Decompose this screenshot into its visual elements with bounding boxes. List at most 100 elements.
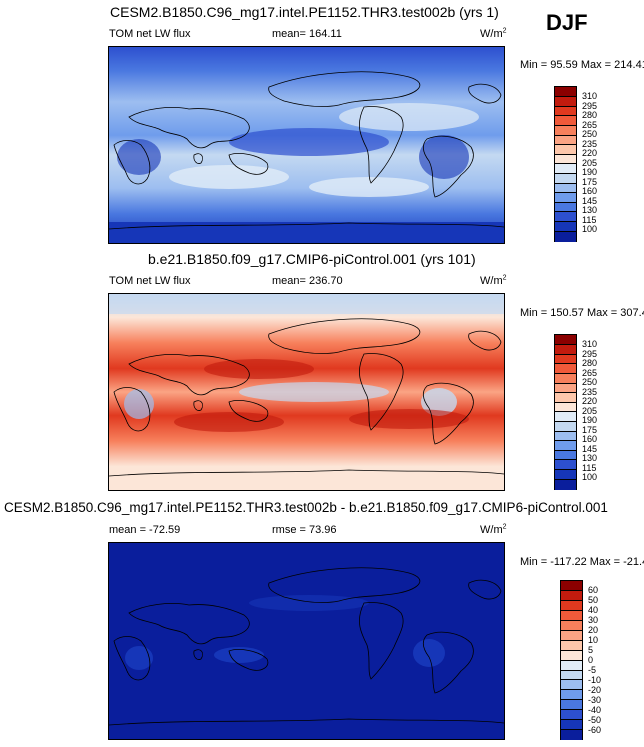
colorbar-tick-label: 205 xyxy=(582,157,598,168)
colorbar-tick-label: 160 xyxy=(582,434,598,444)
colorbar-tick-label: 310 xyxy=(582,339,598,349)
colorbar-tick-label: 190 xyxy=(582,167,598,177)
panel2-colorbar-swatch xyxy=(555,345,576,355)
colorbar-tick-label: -5 xyxy=(588,665,597,675)
panel2-colorbar-swatch xyxy=(555,441,576,451)
colorbar-tick-label: 115 xyxy=(582,462,597,473)
panel1-mean: mean= 164.11 xyxy=(272,28,342,40)
colorbar-tick-label: 30 xyxy=(588,615,599,625)
panel1-colorbar-swatch xyxy=(555,222,576,232)
colorbar-tick-label: -50 xyxy=(588,715,602,725)
panel1-title: CESM2.B1850.C96_mg17.intel.PE1152.THR3.t… xyxy=(110,4,499,20)
panel1-colorbar-swatch xyxy=(555,126,576,136)
panel2-colorbar xyxy=(554,334,577,490)
colorbar-tick-label: 50 xyxy=(588,595,599,605)
panel1-map xyxy=(108,46,505,244)
panel1-colorbar-swatch xyxy=(555,97,576,107)
colorbar-tick-label: 250 xyxy=(582,129,598,139)
panel1-colorbar-swatch xyxy=(555,174,576,184)
panel2-title: b.e21.B1850.f09_g17.CMIP6-piControl.001 … xyxy=(148,251,476,267)
colorbar-tick-label: -60 xyxy=(588,725,602,735)
colorbar-tick-label: 160 xyxy=(582,186,598,196)
panel2-map xyxy=(108,293,505,491)
panel1-colorbar-swatch xyxy=(555,106,576,117)
panel1-colorbar-swatch xyxy=(555,202,576,213)
panel3-units: W/m2 xyxy=(480,523,507,536)
panel1-units: W/m2 xyxy=(480,27,507,40)
panel3-colorbar-swatch xyxy=(561,680,582,691)
panel1-colorbar-swatch xyxy=(555,116,576,127)
panel1-colorbar-swatch xyxy=(555,193,576,203)
panel3-colorbar-swatch xyxy=(561,650,582,661)
colorbar-tick-label: 295 xyxy=(582,100,598,111)
panel3-colorbar-swatch xyxy=(561,729,582,741)
season-label: DJF xyxy=(546,10,588,35)
colorbar-tick-label: 235 xyxy=(582,138,598,149)
panel1-colorbar-swatch xyxy=(555,87,576,98)
panel3-title: CESM2.B1850.C96_mg17.intel.PE1152.THR3.t… xyxy=(4,500,608,515)
panel3-colorbar-swatch xyxy=(561,700,582,711)
panel3-colorbar-swatch xyxy=(561,601,582,612)
colorbar-tick-label: 130 xyxy=(582,453,598,463)
colorbar-tick-label: 100 xyxy=(582,224,598,234)
colorbar-tick-label: 280 xyxy=(582,358,598,368)
colorbar-tick-label: 5 xyxy=(588,645,594,655)
panel3-colorbar-swatch xyxy=(561,719,582,730)
panel3-colorbar-swatch xyxy=(561,621,582,631)
panel2-colorbar-swatch xyxy=(555,393,576,403)
panel2-colorbar-swatch xyxy=(555,470,576,480)
colorbar-tick-label: -10 xyxy=(588,675,602,685)
panel3-colorbar xyxy=(560,580,583,741)
panel3-minmax: Min = -117.22 Max = -21.40 xyxy=(520,556,644,568)
panel1-colorbar-swatch xyxy=(555,164,576,175)
panel3-mean: mean = -72.59 xyxy=(109,524,181,536)
colorbar-tick-label: 0 xyxy=(588,655,594,665)
panel2-colorbar-swatch xyxy=(555,335,576,346)
panel3-rmse: rmse = 73.96 xyxy=(272,524,337,536)
colorbar-tick-label: 100 xyxy=(582,472,598,482)
panel1-colorbar-swatch xyxy=(555,135,576,146)
colorbar-tick-label: 220 xyxy=(582,396,598,406)
colorbar-tick-label: -20 xyxy=(588,685,602,695)
panel2-colorbar-swatch xyxy=(555,374,576,384)
panel2-mean: mean= 236.70 xyxy=(272,275,343,287)
panel3-colorbar-swatch xyxy=(561,660,582,671)
panel1-colorbar-swatch xyxy=(555,212,576,223)
colorbar-tick-label: 145 xyxy=(582,443,598,454)
colorbar-tick-label: -40 xyxy=(588,705,602,715)
colorbar-tick-label: 190 xyxy=(582,415,598,425)
colorbar-tick-label: 175 xyxy=(582,424,598,435)
colorbar-tick-label: -30 xyxy=(588,695,602,705)
panel3-colorbar-swatch xyxy=(561,670,582,681)
colorbar-tick-label: 40 xyxy=(588,605,599,615)
colorbar-tick-label: 235 xyxy=(582,386,598,397)
colorbar-tick-label: 220 xyxy=(582,148,598,158)
panel1-colorbar-swatch xyxy=(555,183,576,194)
panel2-colorbar-swatch xyxy=(555,460,576,471)
colorbar-tick-label: 130 xyxy=(582,205,598,215)
panel3-colorbar-swatch xyxy=(561,591,582,602)
colorbar-tick-label: 310 xyxy=(582,91,598,101)
panel2-colorbar-swatch xyxy=(555,364,576,375)
panel1-colorbar-swatch xyxy=(555,145,576,155)
panel1-colorbar-swatch xyxy=(555,154,576,165)
panel2-colorbar-swatch xyxy=(555,412,576,423)
panel3-colorbar-swatch xyxy=(561,710,582,720)
colorbar-tick-label: 60 xyxy=(588,585,599,595)
panel2-units: W/m2 xyxy=(480,274,507,287)
panel1-variable: TOM net LW flux xyxy=(109,28,191,40)
panel2-colorbar-swatch xyxy=(555,422,576,432)
colorbar-tick-label: 10 xyxy=(588,635,599,645)
colorbar-tick-label: 295 xyxy=(582,348,598,359)
colorbar-tick-label: 145 xyxy=(582,195,598,206)
panel2-colorbar-swatch xyxy=(555,354,576,365)
panel3-colorbar-swatch xyxy=(561,690,582,701)
panel3-colorbar-swatch xyxy=(561,581,582,592)
panel3-colorbar-swatch xyxy=(561,611,582,622)
colorbar-tick-label: 20 xyxy=(588,625,599,635)
panel2-colorbar-swatch xyxy=(555,402,576,413)
panel1-colorbar xyxy=(554,86,577,242)
panel3-map xyxy=(108,542,505,740)
colorbar-tick-label: 265 xyxy=(582,367,598,378)
panel2-colorbar-swatch xyxy=(555,479,576,490)
